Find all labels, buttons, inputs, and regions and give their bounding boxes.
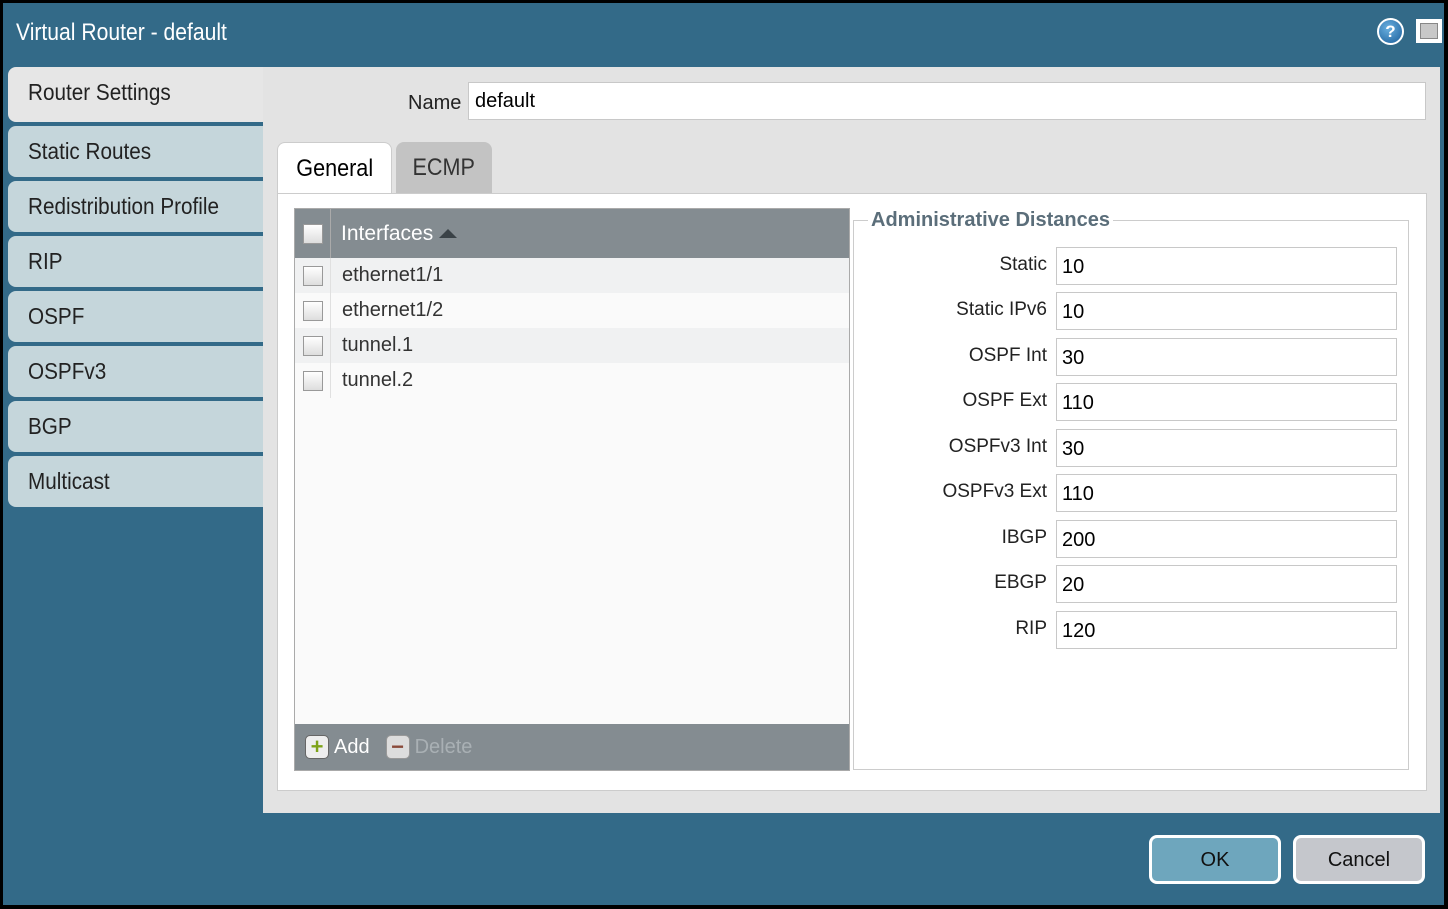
static-ipv6-label: Static IPv6	[956, 299, 1047, 320]
static-ipv6-input[interactable]: 10	[1056, 292, 1397, 330]
sidebar-item-label: RIP	[28, 248, 63, 274]
dialog-title: Virtual Router - default	[16, 19, 227, 46]
ospf-ext-label: OSPF Ext	[962, 390, 1047, 411]
ospfv3-int-input[interactable]: 30	[1056, 429, 1397, 467]
maximize-icon[interactable]	[1416, 19, 1442, 43]
ospf-int-label: OSPF Int	[968, 345, 1047, 366]
row-checkbox[interactable]	[302, 265, 323, 286]
sidebar-item-bgp[interactable]: BGP	[8, 401, 263, 452]
interface-name: ethernet1/1	[342, 264, 444, 286]
table-footer: + Add − Delete	[295, 724, 849, 770]
add-label: Add	[334, 735, 370, 758]
static-input[interactable]: 10	[1056, 247, 1397, 285]
rip-label: RIP	[1015, 618, 1047, 639]
sidebar-item-label: BGP	[28, 413, 72, 439]
add-button[interactable]: + Add	[305, 735, 370, 759]
sidebar-item-label: Multicast	[28, 468, 110, 494]
ospf-int-input[interactable]: 30	[1056, 338, 1397, 376]
administrative-distances-title: Administrative Distances	[868, 209, 1113, 232]
administrative-distances-fieldset: Static 10 Static IPv6 10 OSPF Int 30 OSPF E…	[853, 220, 1409, 770]
static-label: Static	[999, 254, 1047, 275]
sidebar-item-label: Router Settings	[28, 79, 171, 105]
ibgp-label: IBGP	[1001, 527, 1047, 548]
tab-ecmp[interactable]: ECMP	[396, 142, 492, 193]
row-checkbox[interactable]	[302, 300, 323, 321]
minus-icon: −	[385, 735, 410, 759]
ospf-ext-input[interactable]: 110	[1056, 383, 1397, 421]
delete-button: − Delete	[385, 735, 473, 759]
help-icon[interactable]: ?	[1377, 18, 1404, 45]
tab-label: ECMP	[412, 154, 476, 181]
name-input[interactable]: default	[468, 82, 1426, 120]
table-row[interactable]: tunnel.1	[295, 328, 849, 363]
plus-icon: +	[305, 735, 329, 759]
sidebar-item-static-routes[interactable]: Static Routes	[8, 126, 263, 177]
sort-ascending-icon	[439, 229, 458, 238]
ebgp-input[interactable]: 20	[1056, 565, 1397, 603]
ok-button[interactable]: OK	[1149, 835, 1281, 884]
table-row[interactable]: tunnel.2	[295, 363, 849, 398]
sidebar: Router Settings Static Routes Redistribu…	[8, 67, 263, 511]
name-label: Name	[408, 92, 462, 114]
virtual-router-dialog: Virtual Router - default ? Router Settin…	[3, 3, 1444, 905]
select-all-checkbox[interactable]	[302, 223, 323, 244]
tab-label: General	[296, 155, 373, 182]
sidebar-item-ospf[interactable]: OSPF	[8, 291, 263, 342]
interfaces-column-header[interactable]: Interfaces	[331, 221, 458, 246]
sidebar-item-multicast[interactable]: Multicast	[8, 456, 263, 507]
ospfv3-ext-input[interactable]: 110	[1056, 474, 1397, 512]
sidebar-item-label: OSPF	[28, 303, 85, 329]
sidebar-item-label: OSPFv3	[28, 358, 107, 384]
delete-label: Delete	[414, 735, 473, 758]
row-checkbox[interactable]	[302, 370, 323, 391]
ospfv3-ext-label: OSPFv3 Ext	[942, 481, 1047, 502]
router-settings-content: Name default General ECMP Interfaces eth…	[263, 67, 1440, 813]
sidebar-item-ospfv3[interactable]: OSPFv3	[8, 346, 263, 397]
interface-name: tunnel.1	[342, 334, 414, 356]
cancel-button[interactable]: Cancel	[1293, 835, 1425, 884]
sidebar-item-label: Redistribution Profile	[28, 193, 219, 219]
ospfv3-int-label: OSPFv3 Int	[948, 436, 1047, 457]
tab-general[interactable]: General	[277, 142, 392, 194]
table-row[interactable]: ethernet1/2	[295, 293, 849, 328]
sidebar-item-rip[interactable]: RIP	[8, 236, 263, 287]
sidebar-item-router-settings[interactable]: Router Settings	[8, 67, 263, 122]
interfaces-table: Interfaces ethernet1/1 ethernet1/2 tunne…	[294, 208, 850, 771]
table-header: Interfaces	[295, 209, 849, 258]
ebgp-label: EBGP	[994, 572, 1047, 593]
sidebar-item-label: Static Routes	[28, 138, 152, 164]
general-tab-panel: Interfaces ethernet1/1 ethernet1/2 tunne…	[277, 193, 1427, 791]
interface-name: tunnel.2	[342, 369, 414, 391]
rip-input[interactable]: 120	[1056, 611, 1397, 649]
row-checkbox[interactable]	[302, 335, 323, 356]
table-row[interactable]: ethernet1/1	[295, 258, 849, 293]
ibgp-input[interactable]: 200	[1056, 520, 1397, 558]
sidebar-item-redistribution-profile[interactable]: Redistribution Profile	[8, 181, 263, 232]
interface-name: ethernet1/2	[342, 299, 444, 321]
column-label: Interfaces	[341, 221, 434, 245]
